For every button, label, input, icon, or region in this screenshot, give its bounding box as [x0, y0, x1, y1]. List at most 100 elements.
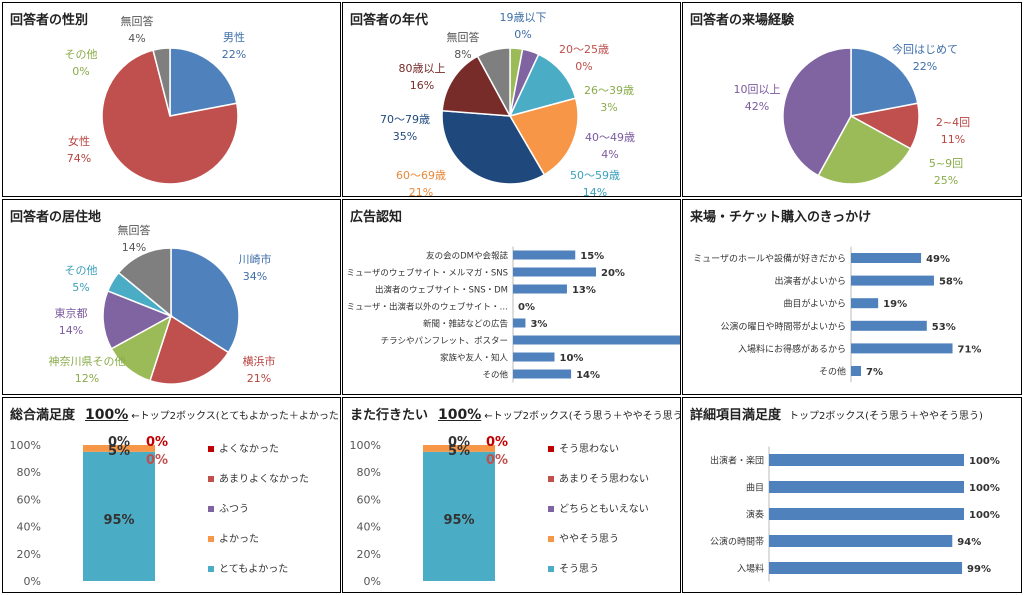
category-label: 曲目: [746, 483, 764, 494]
legend-label: ふつう: [219, 503, 249, 515]
bar: [769, 535, 953, 547]
panel-visits: 回答者の来場経験 今回はじめて 22% 2~4回 11% 5~9回 25% 10回以上 42%: [682, 2, 1022, 197]
bar-value-label: 19%: [883, 299, 907, 310]
bar: [769, 562, 963, 574]
bar-value-label: 49%: [926, 254, 950, 265]
slice-value-label: 22%: [913, 60, 937, 73]
category-label: 入場料: [737, 563, 764, 575]
stack-segment: [423, 451, 495, 581]
slice-label: 19歳以下: [500, 11, 547, 24]
panel-details: 詳細項目満足度 トップ2ボックス(そう思う＋ややそう思う) 出演者・楽団 100% 曲…: [682, 397, 1022, 593]
bar: [851, 320, 927, 331]
category-label: 出演者・楽団: [710, 455, 764, 467]
panel-gender: 回答者の性別 男性 22% 女性 74% その他 0% 無回答 4%: [2, 2, 341, 197]
panel-triggers: 来場・チケット購入のきっかけ ミューザのホールや設備が好きだから 49% 出演者がよ…: [682, 199, 1022, 395]
slice-label: 70～79歳: [380, 113, 430, 126]
legend-label: どちらともいえない: [559, 503, 649, 515]
slice-value-label: 0%: [575, 60, 592, 73]
y-tick-label: 100%: [10, 439, 41, 452]
chart-title: 広告認知: [350, 210, 403, 225]
category-label: 公演の曜日や時間帯がよいから: [720, 320, 846, 332]
pie-slice: [508, 97, 579, 176]
stack-segment: [83, 451, 155, 581]
bar-value-label: 3%: [530, 319, 547, 330]
pie-slice: [508, 53, 577, 118]
chart-title-text: また行きたい: [350, 408, 429, 423]
slice-value-label: 0%: [72, 65, 89, 78]
category-label: ミューザ・出演者以外のウェブサイト・…: [347, 302, 508, 313]
age-pie-chart: 19歳以下 0% 20～25歳 0% 26～39歳 3% 40～49歳 4% 50～59歳 14%…: [380, 11, 635, 197]
bar-value-label: 14%: [576, 370, 600, 381]
pie-slice: [117, 247, 172, 318]
bar-value-label: 99%: [967, 564, 991, 575]
stack-segment: [423, 445, 495, 452]
legend-label: ややそう思う: [559, 533, 619, 545]
legend-swatch: [208, 446, 214, 452]
pie-slice: [102, 289, 173, 350]
slice-label: 無回答: [118, 223, 151, 237]
slice-value-label: 4%: [128, 32, 145, 45]
legend-label: そう思う: [559, 563, 599, 575]
bar: [513, 267, 596, 277]
slice-value-label: 16%: [410, 79, 434, 92]
legend-label: とてもよかった: [219, 563, 288, 575]
headline-note: ←トップ2ボックス(とてもよかった＋よかった): [131, 411, 341, 422]
bar-value-label: 20%: [601, 268, 625, 279]
slice-label: 東京都: [55, 306, 88, 320]
chart-title: 回答者の来場経験: [690, 13, 795, 28]
bar-value-label: 7%: [866, 367, 883, 378]
bar: [513, 335, 680, 345]
bar: [513, 318, 526, 328]
legend-swatch: [208, 476, 214, 482]
slice-label: 20～25歳: [559, 43, 609, 56]
category-label: 出演者のウェブサイト・SNS・DM: [375, 285, 508, 296]
y-tick-label: 0%: [364, 575, 381, 588]
bar: [851, 366, 862, 376]
panel-overall: 総合満足度 100% ←トップ2ボックス(とてもよかった＋よかった) 100% 80%…: [2, 397, 341, 593]
segment-value-label: 0%: [146, 453, 168, 468]
legend-swatch: [548, 476, 554, 482]
bar: [513, 352, 555, 362]
pie-slice: [169, 47, 238, 117]
category-label: 出演者がよいから: [774, 275, 846, 287]
bar: [769, 454, 964, 466]
ads-bar-chart: 友の会のDMや会報誌 15% ミューザのウェブサイト・メルマガ・SNS 20% 出演者の…: [347, 246, 680, 383]
segment-value-label: 0%: [486, 453, 508, 468]
stack-segment: [83, 445, 155, 452]
pie-slice: [101, 49, 239, 185]
category-label: その他: [819, 366, 846, 378]
slice-value-label: 25%: [934, 174, 958, 187]
category-label: 公演の時間帯: [710, 536, 764, 548]
pie-slice: [476, 47, 511, 117]
slice-value-label: 14%: [59, 324, 83, 337]
pie-slice: [441, 55, 512, 117]
bar: [513, 250, 576, 260]
segment-value-label: 95%: [103, 513, 134, 528]
slice-value-label: 12%: [75, 372, 99, 385]
bar: [851, 275, 934, 286]
slice-value-label: 35%: [393, 130, 417, 143]
chart-title-text: 総合満足度: [10, 408, 76, 423]
chart-title: 回答者の年代: [350, 13, 429, 28]
y-tick-label: 80%: [357, 466, 381, 479]
chart-title: 総合満足度 100% ←トップ2ボックス(とてもよかった＋よかった): [10, 404, 341, 423]
residence-pie-chart: 川崎市 34% 横浜市 21% 神奈川県その他 12% 東京都 14% その他 5% 無回答 14%: [49, 223, 276, 385]
slice-label: 男性: [223, 30, 245, 44]
segment-value-label: 5%: [108, 444, 130, 459]
slice-label: 無回答: [447, 30, 480, 44]
chart-title: 来場・チケット購入のきっかけ: [690, 210, 872, 225]
segment-value-label: 5%: [448, 444, 470, 459]
headline-note: トップ2ボックス(そう思う＋ややそう思う): [789, 411, 983, 422]
y-tick-label: 40%: [357, 521, 381, 534]
segment-value-label: 0%: [108, 435, 130, 450]
segment-value-label: 0%: [486, 435, 508, 450]
slice-label: 横浜市: [243, 354, 276, 368]
bar: [513, 369, 572, 379]
headline-note: ←トップ2ボックス(そう思う＋ややそう思う): [484, 411, 681, 422]
bar: [851, 253, 922, 263]
slice-label: 10回以上: [734, 83, 781, 96]
slice-label: 女性: [68, 134, 90, 148]
bar-value-label: 53%: [932, 322, 956, 333]
slice-value-label: 21%: [409, 186, 433, 197]
legend-label: あまりよくなかった: [219, 473, 309, 485]
